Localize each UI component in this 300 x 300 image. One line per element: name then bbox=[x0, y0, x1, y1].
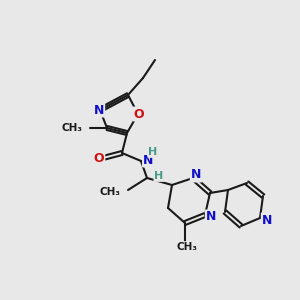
Text: N: N bbox=[206, 211, 216, 224]
Text: N: N bbox=[191, 169, 201, 182]
Text: O: O bbox=[134, 107, 144, 121]
Text: N: N bbox=[94, 103, 104, 116]
Text: N: N bbox=[143, 154, 153, 166]
Text: H: H bbox=[154, 171, 164, 181]
Text: O: O bbox=[94, 152, 104, 166]
Text: CH₃: CH₃ bbox=[100, 187, 121, 197]
Text: CH₃: CH₃ bbox=[62, 123, 83, 133]
Text: N: N bbox=[262, 214, 272, 226]
Text: CH₃: CH₃ bbox=[176, 242, 197, 252]
Text: H: H bbox=[148, 147, 158, 157]
